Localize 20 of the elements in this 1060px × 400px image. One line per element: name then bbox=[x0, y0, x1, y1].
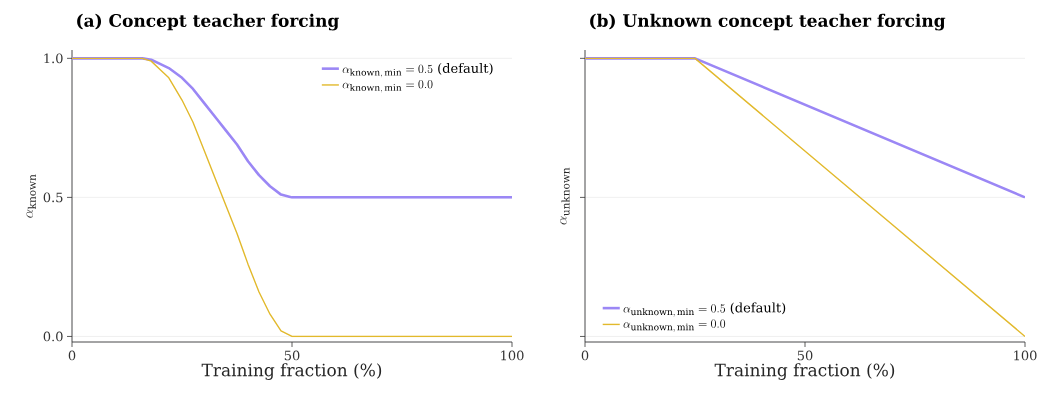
legend-label: $\alpha_{\mathrm{unknown,\,min}}=0.5\mbox{ (default)}$ bbox=[623, 302, 786, 317]
line-series bbox=[72, 57, 513, 338]
legend-label: $\alpha_{\mathrm{known,\,min}}=0.5\mbox{ (default)}$ bbox=[342, 62, 493, 78]
chart-title: (a) Concept teacher forcing bbox=[77, 13, 339, 31]
x-axis-title: Training fraction (%) bbox=[714, 363, 895, 380]
x-tick-label: 50 bbox=[284, 350, 300, 361]
x-tick-label: 50 bbox=[797, 350, 813, 361]
y-axis-title: $\alpha_{\mathrm{known}}$ bbox=[26, 174, 36, 218]
x-tick-label: 0 bbox=[581, 350, 589, 361]
x-tick-label: 0 bbox=[68, 350, 76, 361]
y-axis-title: $\alpha_{\mathrm{unknown}}$ bbox=[560, 167, 570, 225]
x-axis-title: Training fraction (%) bbox=[201, 363, 382, 380]
x-tick-label: 100 bbox=[1014, 350, 1037, 361]
x-tick-label: 100 bbox=[501, 350, 524, 361]
y-tick-label: 0.0 bbox=[43, 331, 63, 342]
y-tick-label: 0.5 bbox=[43, 192, 63, 203]
legend-label: $\alpha_{\mathrm{unknown,\,min}}=0.0$ bbox=[623, 319, 726, 333]
chart-title: (b) Unknown concept teacher forcing bbox=[590, 13, 946, 31]
y-tick-label: 1.0 bbox=[44, 53, 63, 64]
legend-label: $\alpha_{\mathrm{known,\,min}}=0.0$ bbox=[342, 80, 433, 93]
